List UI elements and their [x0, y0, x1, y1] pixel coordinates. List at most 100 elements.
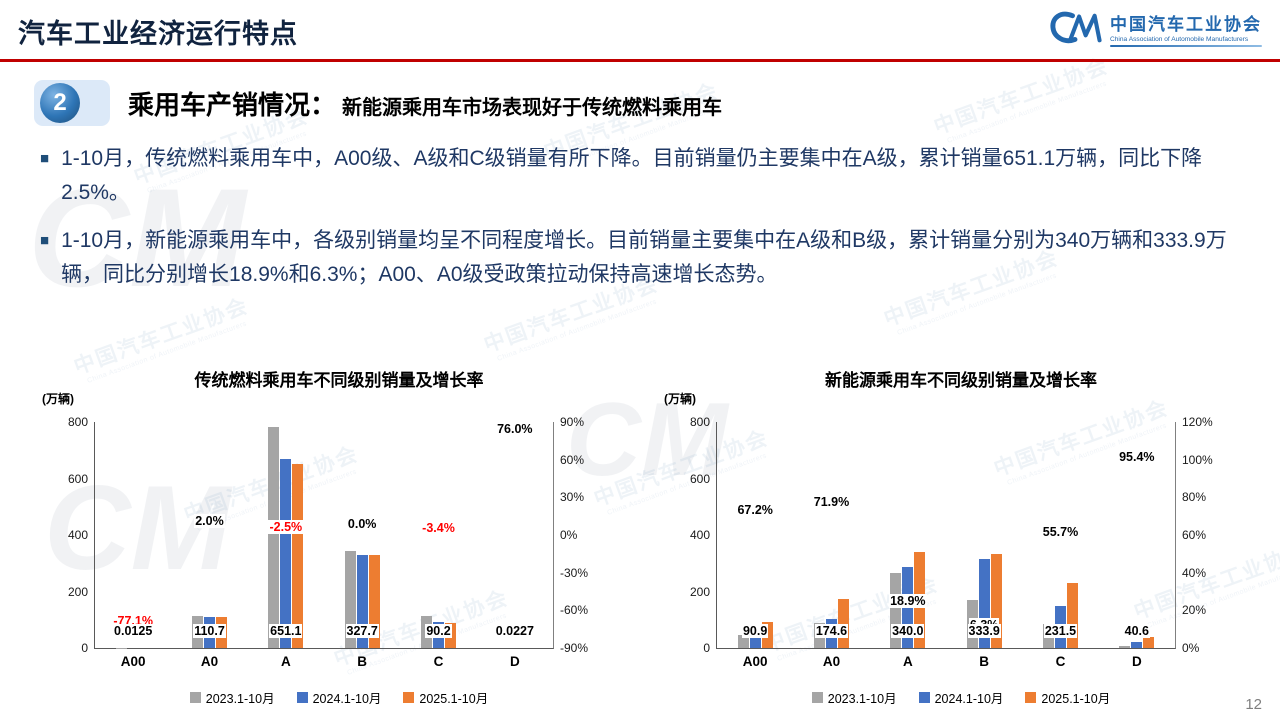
y-axis-tick-left: 400 [689, 528, 710, 542]
legend-item: 2023.1-10月 [811, 688, 897, 707]
y-axis-tick-left: 400 [67, 528, 88, 542]
section-heading-text: 乘用车产销情况： 新能源乘用车市场表现好于传统燃料乘用车 [128, 85, 722, 122]
org-logo: 中国汽车工业协会 China Association of Automobile… [1048, 8, 1262, 48]
y-axis-tick-right: 80% [1182, 490, 1207, 505]
bar-group: 71.9% 174.6 [793, 422, 869, 648]
growth-rate-text: 71.9% [812, 494, 851, 509]
watermark-en: China Association of Automobile Manufact… [946, 80, 1108, 145]
growth-rate-label: 95.4% [1089, 450, 1185, 465]
watermark-en: China Association of Automobile Manufact… [496, 298, 658, 363]
sales-value-text: 110.7 [193, 624, 226, 638]
section-title: 乘用车产销情况： [128, 89, 337, 120]
x-axis-category-label: D [509, 654, 520, 669]
sales-value-text: 0.0227 [494, 624, 535, 638]
growth-rate-text: -2.5% [268, 520, 304, 535]
y-axis-tick-right: 0% [560, 528, 578, 542]
x-axis-category-label: A [902, 654, 913, 669]
org-name-en: China Association of Automobile Manufact… [1110, 35, 1249, 43]
legend-swatch-icon [811, 692, 823, 703]
sales-value-label: 333.9 [934, 624, 1034, 638]
sales-value-label: 174.6 [781, 624, 881, 638]
y-axis-tick-left: 800 [689, 415, 710, 429]
bar-group: 6.3%333.9 [946, 422, 1022, 648]
y-axis-tick-right: 60% [560, 452, 585, 467]
growth-rate-label: 67.2% [707, 503, 803, 518]
y-axis-tick-right: 90% [560, 415, 585, 429]
legend-swatch-icon [918, 692, 930, 703]
y-axis-tick-right: 60% [1182, 528, 1207, 542]
header: 汽车工业经济运行特点 中国汽车工业协会 China Association of… [0, 0, 1280, 60]
sales-value-label: 651.1 [236, 624, 336, 638]
growth-rate-label: 18.9% [860, 594, 956, 609]
org-logo-text: 中国汽车工业协会 China Association of Automobile… [1110, 10, 1262, 47]
logo-underline [1110, 44, 1262, 47]
legend-label: 2024.1-10月 [312, 692, 382, 706]
bar-series-2 [1143, 636, 1155, 648]
bar-group: -3.4% 90.2 [400, 422, 476, 648]
legend-label: 2025.1-10月 [419, 692, 489, 706]
y-axis-tick-right: 120% [1182, 415, 1213, 429]
org-name-cn: 中国汽车工业协会 [1110, 14, 1262, 34]
bar-group: 95.4% 40.6 [1099, 422, 1175, 648]
x-axis-category-label: C [1055, 654, 1066, 669]
section-heading: 2 乘用车产销情况： 新能源乘用车市场表现好于传统燃料乘用车 [34, 80, 722, 126]
bullet-list: ■ 1-10月，传统燃料乘用车中，A00级、A级和C级销量有所下降。目前销量仍主… [40, 142, 1246, 306]
sales-value-label: 0.0227 [465, 624, 565, 638]
bars [248, 422, 324, 648]
growth-rate-label: 71.9% [783, 494, 879, 509]
bars [95, 422, 171, 648]
growth-rate-text: 95.4% [1118, 450, 1156, 465]
x-axis-category-label: A00 [120, 654, 146, 669]
bar-group: 76.0% 0.0227 [477, 421, 553, 648]
growth-rate-text: 2.0% [194, 514, 225, 529]
x-axis-category-label: A0 [200, 654, 219, 669]
chart-traditional-fuel: 传统燃料乘用车不同级别销量及增长率 (万辆) 800 600 400 200 0 90% 6… [34, 358, 644, 710]
plot-area: 800 600 400 200 0 90% 60% 30% 0% -30% -60% -90% A00 -… [68, 415, 588, 669]
growth-rate-label: 76.0% [467, 421, 563, 436]
y-axis-tick-left: 0 [703, 641, 710, 655]
legend-label: 2025.1-10月 [1041, 692, 1111, 706]
header-divider [0, 59, 1280, 62]
sales-value-text: 90.2 [425, 624, 452, 638]
chart-nev: 新能源乘用车不同级别销量及增长率 (万辆) 800 600 400 200 0 120% 1… [656, 358, 1266, 710]
sales-value-label: 0.0125 [83, 624, 183, 638]
bar-group: 2.0% 110.7 [171, 422, 247, 648]
section-number-badge: 2 [34, 80, 110, 126]
growth-rate-label: -2.5% [238, 520, 334, 535]
bar-group: 0.0% 327.7 [324, 422, 400, 648]
legend-label: 2023.1-10月 [827, 692, 897, 706]
chart-title: 新能源乘用车不同级别销量及增长率 [825, 371, 1097, 390]
sales-value-label: 231.5 [1010, 624, 1110, 638]
legend-swatch-icon [296, 692, 308, 703]
bar-series-2 [292, 464, 304, 648]
legend: 2023.1-10月 2024.1-10月 2025.1-10月 [34, 688, 644, 707]
sales-value-label: 90.9 [705, 624, 805, 638]
watermark-cn: 中国汽车工业协会 [930, 54, 1112, 139]
growth-rate-text: 67.2% [736, 503, 774, 518]
bar-series-0 [737, 635, 749, 648]
growth-rate-text: 0.0% [346, 517, 378, 531]
page-title: 汽车工业经济运行特点 [18, 19, 298, 49]
bullet-text: 1-10月，新能源乘用车中，各级别销量均呈不同程度增长。目前销量主要集中在A级和… [61, 229, 1227, 286]
bar-series-1 [749, 632, 761, 648]
section-number-circle: 2 [40, 83, 80, 123]
sales-value-text: 40.6 [1123, 624, 1150, 638]
y-axis-tick-right: 40% [1182, 565, 1207, 580]
bars [717, 422, 793, 648]
bars [793, 422, 869, 648]
axis-unit-label: (万辆) [42, 392, 74, 406]
sales-value-label: 340.0 [858, 624, 958, 638]
legend-swatch-icon [403, 692, 415, 703]
x-axis-category-label: B [979, 654, 990, 669]
sales-value-text: 90.9 [741, 624, 769, 638]
growth-rate-text: -3.4% [421, 521, 456, 536]
section-number: 2 [53, 89, 67, 116]
x-axis-category-label: D [1131, 654, 1142, 669]
x-axis-category-label: C [433, 654, 444, 669]
sales-value-label: 110.7 [159, 624, 259, 638]
y-axis-tick-left: 800 [67, 415, 88, 429]
sales-value-label: 327.7 [312, 624, 412, 638]
bar-series-1 [356, 555, 368, 648]
sales-value-text: 174.6 [814, 624, 849, 638]
